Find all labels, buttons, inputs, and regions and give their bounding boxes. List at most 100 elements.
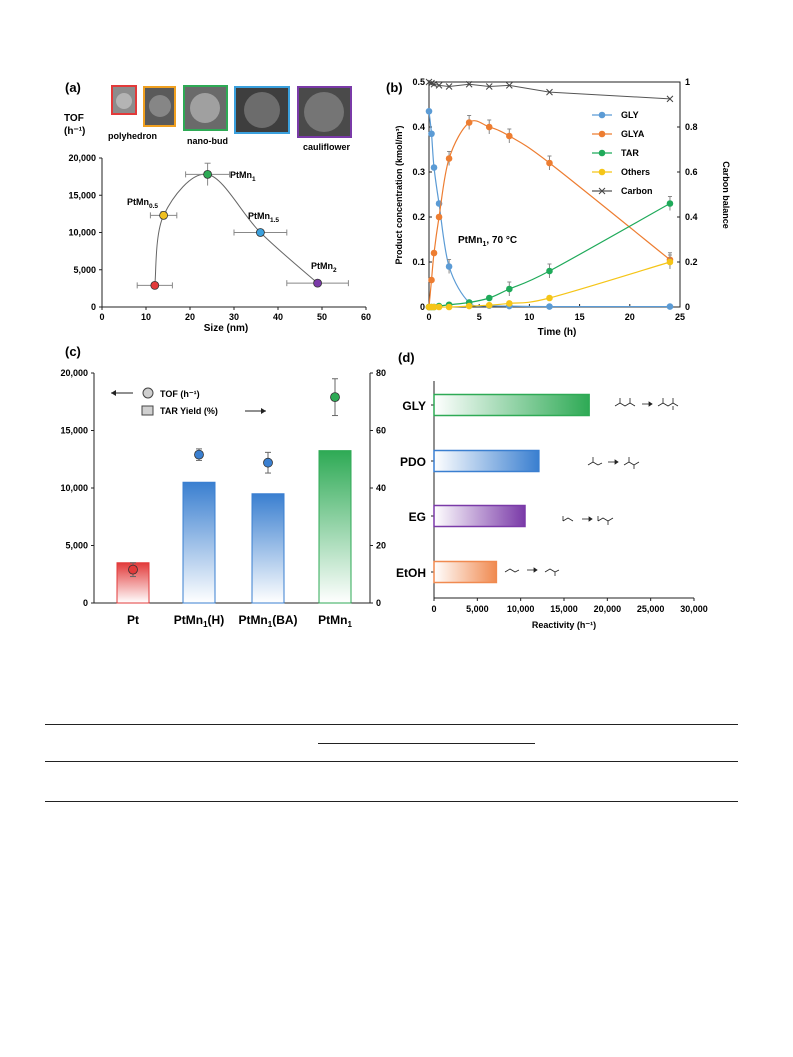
legend-arrowhead-left: [111, 390, 116, 396]
data-point: [506, 285, 513, 293]
scheme-etoh: [504, 568, 560, 576]
y-tick-label: 15,000: [60, 426, 88, 436]
reactivity-bar: [433, 560, 498, 584]
table-bottom-rule: [45, 801, 738, 802]
tem-image-pt: [111, 85, 137, 115]
tof-point: [194, 449, 204, 460]
legend-marker: [598, 111, 606, 119]
y-tick-label: 0: [420, 302, 425, 312]
y2-tick-label: 0.2: [685, 257, 698, 267]
scheme-arrowheads: [533, 401, 653, 573]
series-line-tar: [428, 202, 671, 308]
y2-tick-label: 0: [376, 598, 381, 608]
carbon-marker: [666, 95, 674, 103]
y-tick-label: 5,000: [73, 265, 96, 275]
data-point: [435, 213, 443, 221]
yield-bar: [251, 493, 285, 604]
series-line-carbon: [428, 81, 670, 100]
y-tick-label: 0: [83, 598, 88, 608]
data-point: [485, 294, 493, 302]
data-point: [435, 303, 443, 311]
reactivity-bar: [433, 449, 540, 473]
x-tick-label: 10,000: [507, 604, 535, 614]
y2-tick-label: 0: [685, 302, 690, 312]
data-point: [428, 130, 435, 138]
data-point: [506, 300, 513, 307]
data-point: [159, 210, 169, 220]
x-tick-label: 60: [361, 312, 371, 322]
y-tick-label: 0.5: [412, 77, 425, 87]
data-point: [506, 132, 513, 140]
x-tick-label: 5: [477, 312, 482, 322]
x-tick-label: 0: [99, 312, 104, 322]
category-label: PDO: [400, 455, 426, 469]
panel-b-label: (b): [386, 80, 403, 95]
x-tick-label: 10: [141, 312, 151, 322]
carbon-marker: [435, 82, 443, 89]
y-tick-label: 15,000: [68, 190, 96, 200]
data-point: [485, 301, 493, 309]
data-point: [428, 276, 435, 284]
y-tick-label: 0: [91, 302, 96, 312]
x-tick-label: 0: [426, 312, 431, 322]
table-header-rule: [45, 761, 738, 762]
tof-point: [330, 392, 340, 403]
panel-a-axes: 0 10 20 30 40 50 60 0 5,000 10,000 15,000 20,000: [68, 153, 371, 322]
panel-a-y-unit: (h⁻¹): [64, 126, 85, 137]
panel-a-x-title: Size (nm): [204, 323, 248, 334]
y2-tick-label: 0.4: [685, 212, 698, 222]
legend-marker: [598, 187, 606, 195]
scheme-pdo: [587, 457, 640, 469]
data-point: [546, 294, 553, 302]
panel-d: (d) Reactivity (h⁻¹) 0 5,000 10,000 15,000 2…: [396, 350, 708, 630]
morph-label-cauliflower: cauliflower: [303, 142, 351, 152]
y-tick-label: 20,000: [60, 368, 88, 378]
panel-d-label: (d): [398, 350, 415, 365]
data-point: [445, 303, 453, 311]
panel-b-annotation: PtMn1, 70 °C: [458, 235, 517, 248]
panel-a-label: (a): [65, 80, 81, 95]
label-ptmn1: PtMn1: [230, 170, 256, 183]
data-point: [465, 119, 473, 126]
data-point: [203, 169, 213, 179]
category-ptmn1: PtMn1: [318, 613, 352, 629]
x-tick-label: 20: [185, 312, 195, 322]
series-line-gly: [428, 111, 670, 308]
panel-a-marks: [136, 162, 349, 290]
data-point: [313, 278, 323, 288]
y2-tick-label: 80: [376, 368, 386, 378]
x-tick-label: 25: [675, 312, 685, 322]
data-point: [150, 280, 160, 290]
morph-label-polyhedron: polyhedron: [108, 131, 157, 141]
data-point: [546, 303, 553, 310]
x-tick-label: 15,000: [550, 604, 578, 614]
x-tick-label: 20: [625, 312, 635, 322]
category-pt: Pt: [127, 613, 139, 627]
scheme-gly: [614, 398, 679, 410]
data-point: [666, 258, 674, 266]
y-tick-label: 20,000: [68, 153, 96, 163]
data-point: [445, 155, 453, 162]
panel-c-axes: 0 5,000 10,000 15,000 20,000 0 20 40 60 80: [60, 368, 386, 608]
y2-tick-label: 40: [376, 483, 386, 493]
reactivity-bar: [433, 504, 526, 528]
legend-yield-text: TAR Yield (%): [160, 406, 218, 416]
legend-marker: [598, 149, 606, 157]
y2-tick-label: 20: [376, 541, 386, 551]
y-tick-label: 0.1: [412, 257, 425, 267]
panel-c-legend: TOF (h⁻¹) TAR Yield (%): [111, 387, 266, 416]
legend-tof-text: TOF (h⁻¹): [160, 389, 200, 399]
category-label: EG: [409, 510, 426, 524]
panel-c-label: (c): [65, 344, 81, 359]
legend-others: Others: [621, 167, 650, 177]
panel-a-y-title: TOF: [64, 113, 84, 124]
panel-b-y-title: Product concentration (kmol/m³): [394, 125, 404, 264]
label-ptmn05: PtMn0.5: [127, 197, 158, 210]
trend-curve: [154, 173, 318, 286]
y2-tick-label: 0.8: [685, 122, 698, 132]
legend-glya: GLYA: [621, 129, 645, 139]
tem-image-ptmn05: [143, 86, 176, 127]
y-tick-label: 0.2: [412, 212, 425, 222]
morph-label-nano-bud: nano-bud: [187, 136, 228, 146]
